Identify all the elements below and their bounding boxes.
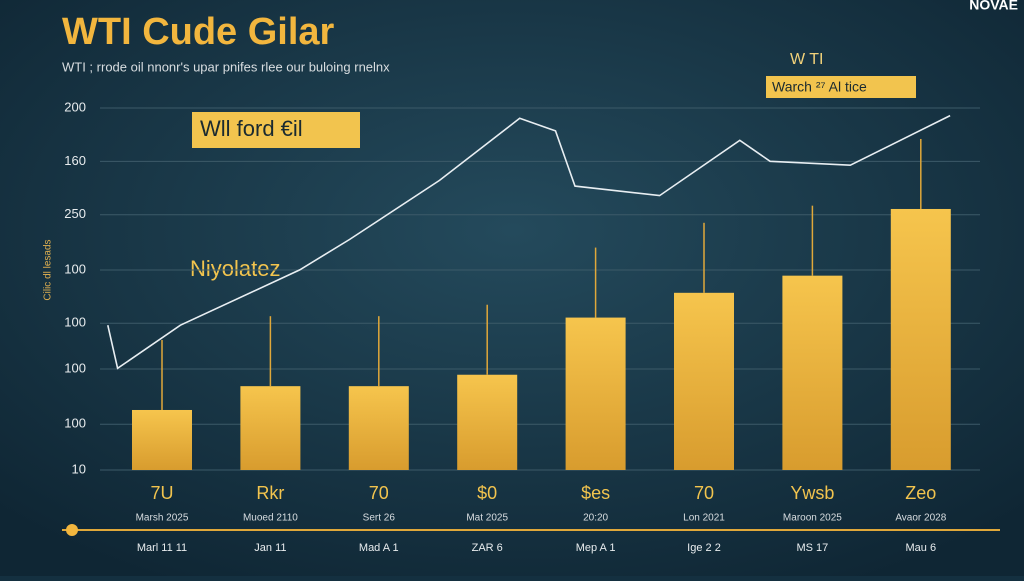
y-tick-label: 100 — [64, 261, 86, 276]
y-tick-label: 250 — [64, 206, 86, 221]
legend-text: Warch ²⁷ Al tice — [772, 79, 867, 95]
y-axis-label: Cilic dl lesads — [43, 239, 54, 300]
brand: NOVAE — [969, 0, 1018, 13]
x-tick-label: 7U — [150, 483, 173, 503]
bar — [132, 409, 192, 470]
footer-label: MS 17 — [797, 542, 829, 554]
footer-label: ZAR 6 — [472, 542, 503, 554]
footer-label: Mau 6 — [906, 542, 937, 554]
bar — [674, 292, 734, 470]
subtitle: WTI ; rrode oil nnonr's upar pnifes rlee… — [62, 59, 390, 74]
date-label: Avaor 2028 — [895, 513, 946, 524]
y-tick-label: 10 — [72, 461, 86, 476]
footer-label: Ige 2 2 — [687, 542, 721, 554]
legend-label: W TI — [790, 51, 823, 68]
x-tick-label: Ywsb — [790, 483, 834, 503]
x-tick-label: $0 — [477, 483, 497, 503]
bar — [782, 275, 843, 470]
x-tick-label: Rkr — [256, 483, 284, 503]
bar — [240, 386, 301, 470]
x-tick-label: 70 — [694, 483, 714, 503]
date-label: Maroon 2025 — [783, 513, 842, 524]
y-tick-label: 160 — [64, 153, 86, 168]
date-label: Lon 2021 — [683, 513, 725, 524]
date-label: 20:20 — [583, 513, 608, 524]
annotation-box — [192, 112, 360, 148]
y-tick-label: 100 — [64, 315, 86, 330]
date-label: Mat 2025 — [466, 513, 508, 524]
annotation: Wll ford €il — [200, 116, 303, 141]
date-label: Sert 26 — [363, 513, 396, 524]
bar — [348, 386, 409, 470]
footer-label: Jan 11 — [254, 542, 286, 554]
timeline-dot — [66, 524, 78, 536]
line — [107, 114, 951, 370]
bar — [565, 317, 626, 470]
bar — [890, 208, 951, 470]
bar — [457, 374, 518, 470]
footer-label: Marl 11 11 — [137, 542, 187, 554]
x-tick-label: 70 — [369, 483, 389, 503]
footer-label: Mep A 1 — [576, 542, 616, 554]
y-tick-label: 100 — [64, 360, 86, 375]
legend-box — [766, 76, 916, 98]
date-label: Muoed 2110 — [243, 513, 298, 524]
x-tick-label: $es — [581, 483, 610, 503]
x-tick-label: Zeo — [905, 483, 936, 503]
annotation: Niyolatez — [190, 256, 280, 281]
chart-title: WTI Cude Gilar — [62, 11, 335, 53]
y-tick-label: 200 — [64, 99, 86, 114]
y-tick-label: 100 — [64, 416, 86, 431]
footer-label: Mad A 1 — [359, 542, 399, 554]
date-label: Marsh 2025 — [136, 513, 189, 524]
